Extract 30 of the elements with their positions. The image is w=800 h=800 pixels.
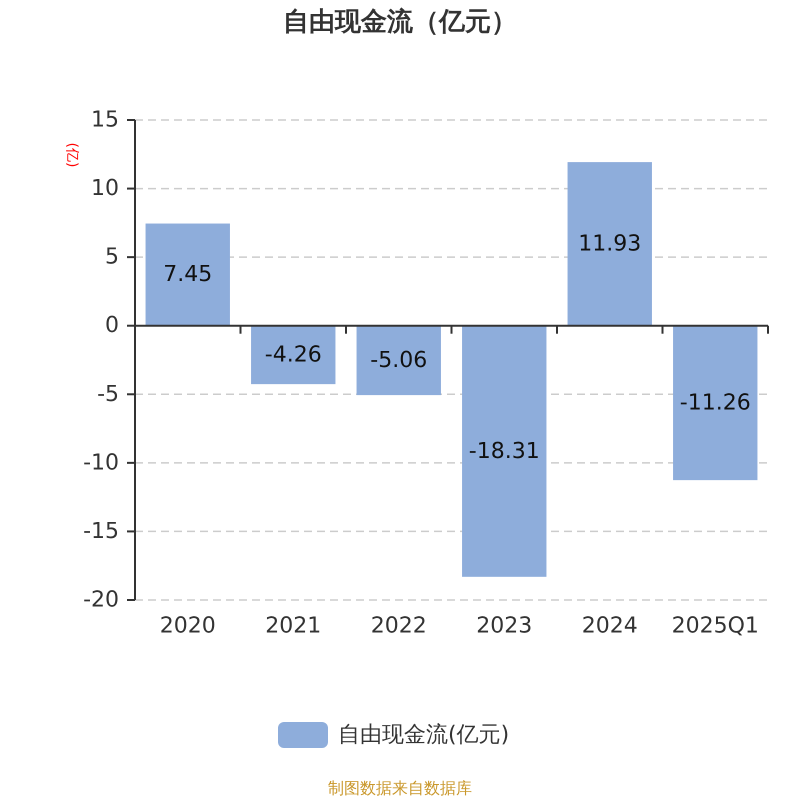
y-axis-title: (亿) xyxy=(64,142,80,168)
bar xyxy=(251,326,336,384)
y-tick-label: 5 xyxy=(105,244,119,270)
data-label: -4.26 xyxy=(264,342,322,368)
x-tick-label: 2020 xyxy=(160,614,216,638)
y-tick-label: -20 xyxy=(83,588,119,612)
x-tick-label: 2021 xyxy=(265,614,322,638)
y-tick-label: 0 xyxy=(105,313,119,338)
bar xyxy=(462,326,546,577)
x-tick-label: 2023 xyxy=(476,614,532,638)
y-tick-label: -10 xyxy=(83,450,119,476)
data-label: 11.93 xyxy=(578,231,642,256)
x-tick-label: 2024 xyxy=(582,614,638,638)
text: 制图数据来自数据库 xyxy=(328,778,472,798)
data-label: -11.26 xyxy=(680,390,751,416)
data-label: 7.45 xyxy=(163,262,212,288)
y-tick-label: -5 xyxy=(97,382,119,407)
bar xyxy=(356,326,441,396)
bar xyxy=(673,326,758,480)
legend-label: 自由现金流(亿元) xyxy=(338,722,510,748)
x-tick-label: 2022 xyxy=(370,614,427,638)
bar xyxy=(568,162,652,326)
y-tick-label: 10 xyxy=(91,176,119,202)
y-tick-label: 15 xyxy=(91,108,119,132)
data-label: -5.06 xyxy=(370,348,428,373)
y-tick-label: -15 xyxy=(83,518,119,544)
x-tick-label: 2025Q1 xyxy=(672,614,759,638)
data-label: -18.31 xyxy=(468,438,540,464)
chart-title: 自由现金流（亿元） xyxy=(283,7,517,37)
bar xyxy=(146,224,230,326)
